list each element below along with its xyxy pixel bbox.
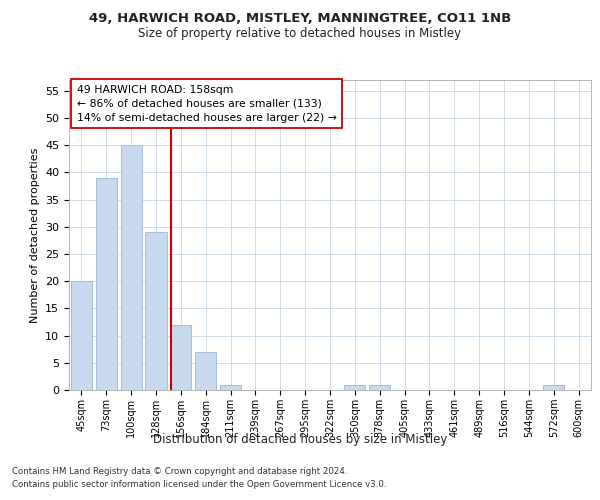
Y-axis label: Number of detached properties: Number of detached properties: [29, 148, 40, 322]
Text: Size of property relative to detached houses in Mistley: Size of property relative to detached ho…: [139, 28, 461, 40]
Bar: [71, 281, 92, 390]
Bar: [96, 178, 117, 390]
Bar: [145, 232, 167, 390]
Bar: [220, 384, 241, 390]
Text: Distribution of detached houses by size in Mistley: Distribution of detached houses by size …: [153, 432, 447, 446]
Text: Contains HM Land Registry data © Crown copyright and database right 2024.: Contains HM Land Registry data © Crown c…: [12, 468, 347, 476]
Bar: [543, 384, 564, 390]
Bar: [369, 384, 390, 390]
Text: 49 HARWICH ROAD: 158sqm
← 86% of detached houses are smaller (133)
14% of semi-d: 49 HARWICH ROAD: 158sqm ← 86% of detache…: [77, 84, 337, 122]
Bar: [344, 384, 365, 390]
Bar: [121, 146, 142, 390]
Text: Contains public sector information licensed under the Open Government Licence v3: Contains public sector information licen…: [12, 480, 386, 489]
Bar: [170, 324, 191, 390]
Bar: [195, 352, 216, 390]
Text: 49, HARWICH ROAD, MISTLEY, MANNINGTREE, CO11 1NB: 49, HARWICH ROAD, MISTLEY, MANNINGTREE, …: [89, 12, 511, 26]
